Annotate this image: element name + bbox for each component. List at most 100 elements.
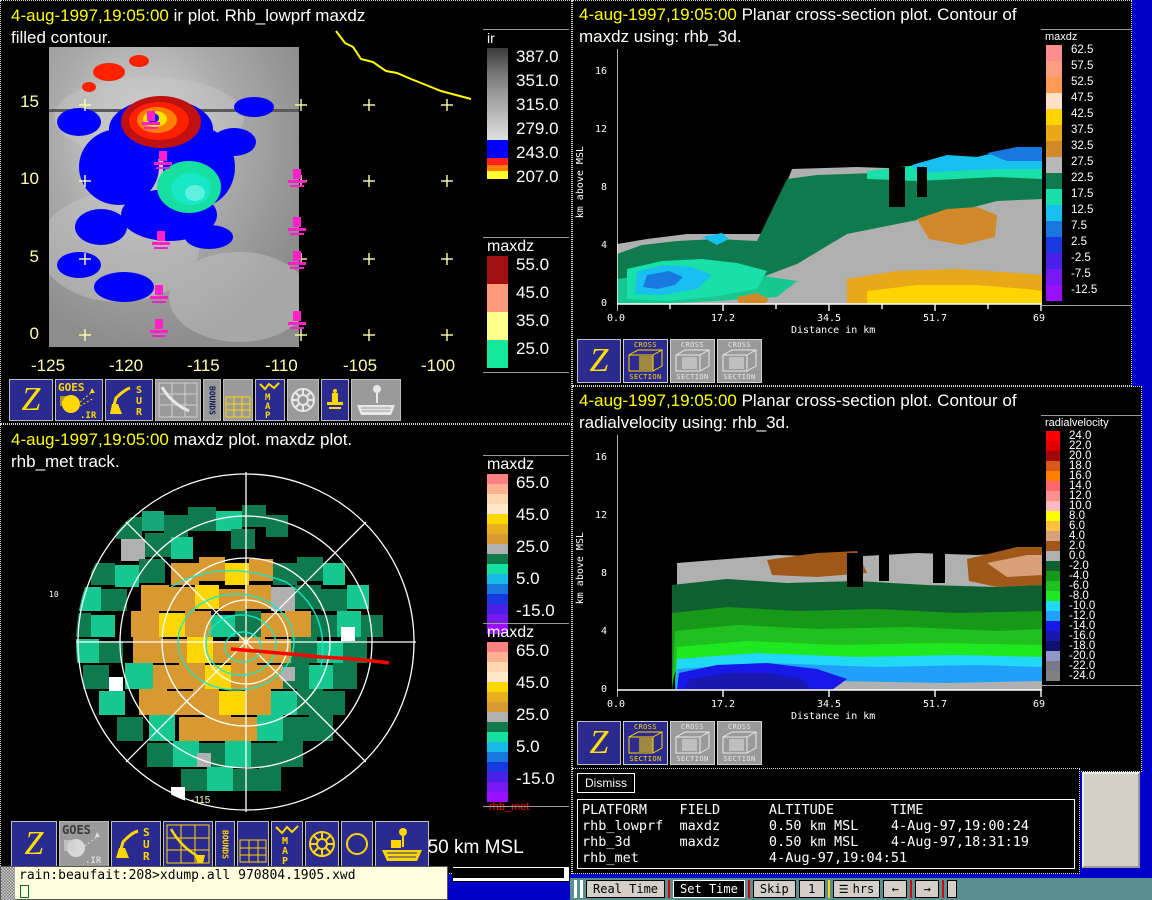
toolbar-grid-small-button[interactable] (223, 379, 253, 421)
toolbar-map-button[interactable]: M A P (271, 821, 303, 867)
taskbar-extra-button[interactable] (947, 880, 958, 898)
radar-colorbar-1-label: 5.0 (516, 569, 540, 588)
ir-satellite-image[interactable] (49, 47, 299, 347)
toolbar-z-button[interactable]: Z (577, 721, 621, 765)
svg-text:.IR: .IR (85, 856, 102, 866)
ir-maxdz-colorbar[interactable]: maxdz 55.0 45.0 35.0 25.0 (483, 237, 569, 373)
radar-ppi-display[interactable]: 10 (21, 467, 471, 817)
cross-section-button-2[interactable]: CROSS SECTION (670, 339, 715, 383)
xsec-maxdz-plot[interactable] (617, 49, 1042, 311)
toolbar-grid-small-button[interactable] (237, 821, 269, 867)
cross-section-button-2[interactable]: CROSS SECTION (670, 721, 715, 765)
cross-section-button-1[interactable]: CROSS SECTION (623, 721, 668, 765)
xsec-velocity-plot[interactable] (617, 435, 1042, 697)
toolbar-z-button[interactable]: Z (577, 339, 621, 383)
xsec-velocity-colorbar-label: 8.0 (1069, 510, 1085, 522)
toolbar-radial-button[interactable] (287, 379, 319, 421)
bounds-label: BOUNDS (207, 385, 217, 415)
xsec-maxdz-colorbar-label: 37.5 (1071, 124, 1094, 136)
xsec-maxdz-toolbar[interactable]: Z CROSS SECTION CROSS (577, 339, 762, 383)
dismiss-button[interactable]: Dismiss (577, 773, 635, 793)
radar-title-rest: maxdz plot. maxdz plot. (168, 430, 353, 449)
radar-colorbar-2-label: 25.0 (516, 705, 550, 724)
toolbar-z-button[interactable]: Z (11, 821, 57, 867)
radar-colorbar-2-label: 65.0 (516, 641, 550, 660)
radar-toolbar[interactable]: Z GOES .IR S U R (11, 821, 429, 867)
toolbar-grid-curve-button[interactable] (155, 379, 201, 421)
xsec-maxdz-colorbar[interactable]: maxdz (1041, 29, 1131, 306)
buoy-icon (327, 389, 343, 409)
svg-text:U: U (143, 838, 150, 851)
ir-x-tick: -125 (31, 356, 66, 375)
set-time-button[interactable]: Set Time (673, 880, 745, 898)
divider (483, 237, 569, 238)
ir-colorbar-label: 243.0 (516, 143, 559, 162)
xsec-maxdz-title-date: 4-aug-1997,19:05:00 (579, 5, 737, 24)
goes-ir-icon: GOES .IR (62, 823, 102, 866)
svg-text:U: U (136, 396, 142, 407)
set-time-label: Set Time (680, 882, 738, 896)
toolbar-grid-curve-button[interactable] (163, 821, 213, 867)
hrs-select[interactable]: ☰ hrs (832, 880, 881, 898)
xsec-velocity-x-tick: 69 (1033, 699, 1046, 710)
xsec-velocity-colorbar-label: -14.0 (1069, 620, 1096, 632)
xsec-velocity-colorbar[interactable]: radialvelocity (1041, 415, 1141, 686)
ir-grid-crosses (79, 99, 453, 341)
toolbar-map-button[interactable]: M A P (255, 379, 285, 421)
radar-colorbar-2[interactable]: maxdz (483, 623, 569, 807)
cross-section-button-3[interactable]: CROSS SECTION (717, 339, 762, 383)
xsec-velocity-colorbar-label: 4.0 (1069, 530, 1085, 542)
table-row: rhb_3d maxdz 0.50 km MSL 4-Aug-97,18:31:… (582, 834, 1030, 850)
xsec-velocity-colorbar-label: -18.0 (1069, 640, 1096, 652)
xsec-velocity-x-tick: 51.7 (923, 699, 948, 710)
toolbar-bounds-button[interactable]: BOUNDS (203, 379, 221, 421)
toolbar-bounds-button[interactable]: BOUNDS (215, 821, 235, 867)
terminal-scrollbar[interactable] (1, 867, 15, 900)
toolbar-ship-button[interactable] (351, 379, 401, 421)
ir-colorbar[interactable]: ir 387.0 351.0 315.0 279.0 2 (483, 29, 569, 192)
xsec-velocity-y-axis-label: km above MSL (575, 532, 586, 605)
cross-section-icon (628, 731, 662, 754)
xsec-maxdz-title-rest: Planar cross-section plot. Contour of (736, 5, 1017, 24)
cross-section-button-3[interactable]: CROSS SECTION (717, 721, 762, 765)
ir-y-tick: 0 (29, 324, 39, 343)
xsec-velocity-colorbar-label: -20.0 (1069, 650, 1096, 662)
hrs-label: hrs (852, 882, 875, 896)
cross-section-label-top: CROSS (633, 341, 658, 349)
xsec-maxdz-colorbar-label: 17.5 (1071, 188, 1094, 200)
xsec-maxdz-title: 4-aug-1997,19:05:00 Planar cross-section… (579, 4, 1017, 25)
terminal-window[interactable]: rain:beaufait:208>xdump.all 970804.1905.… (0, 866, 448, 900)
toolbar-buoy-button[interactable] (321, 379, 349, 421)
xsec-velocity-colorbar-label: 2.0 (1069, 540, 1085, 552)
radar-sur-icon: S U R (116, 826, 150, 863)
step-forward-button[interactable]: → (915, 880, 940, 898)
toolbar-goes-ir-button[interactable]: GOES .IR (59, 821, 109, 867)
cross-section-icon (675, 349, 709, 372)
radial-icon (291, 388, 315, 412)
divider (483, 455, 569, 456)
step-back-button[interactable]: ← (883, 880, 908, 898)
skip-value-input[interactable]: 1 (798, 880, 825, 898)
radar-colorbar-1[interactable]: maxdz (483, 455, 569, 634)
toolbar-goes-ir-button[interactable]: GOES .IR (55, 379, 103, 421)
toolbar-radar-sur-button[interactable]: S U R (105, 379, 153, 421)
svg-text:S: S (136, 385, 142, 396)
real-time-label: Real Time (593, 882, 659, 896)
ir-toolbar[interactable]: Z GOES .IR S U R (9, 379, 401, 421)
cross-section-button-1[interactable]: CROSS SECTION (623, 339, 668, 383)
ir-title-date: 4-aug-1997,19:05:00 (11, 6, 169, 25)
toolbar-radial-button[interactable] (305, 821, 339, 867)
ir-maxdz-label: 45.0 (516, 283, 550, 302)
toolbar-ship-button[interactable] (375, 821, 429, 867)
skip-button[interactable]: Skip (752, 880, 796, 898)
ir-colorbar-swatches (487, 48, 508, 192)
toolbar-radar-sur-button[interactable]: S U R (111, 821, 161, 867)
xsec-velocity-toolbar[interactable]: Z CROSS SECTION CROSS (577, 721, 762, 765)
platform-table: PLATFORM FIELD ALTITUDE TIME rhb_lowprf … (577, 799, 1075, 869)
toolbar-circle-button[interactable] (341, 821, 373, 867)
xsec-velocity-colorbar-label: -10.0 (1069, 600, 1096, 612)
xsec-maxdz-colorbar-swatches (1046, 45, 1062, 301)
xsec-velocity-colorbar-label: -12.0 (1069, 610, 1096, 622)
toolbar-z-button[interactable]: Z (9, 379, 53, 421)
real-time-button[interactable]: Real Time (586, 880, 666, 898)
